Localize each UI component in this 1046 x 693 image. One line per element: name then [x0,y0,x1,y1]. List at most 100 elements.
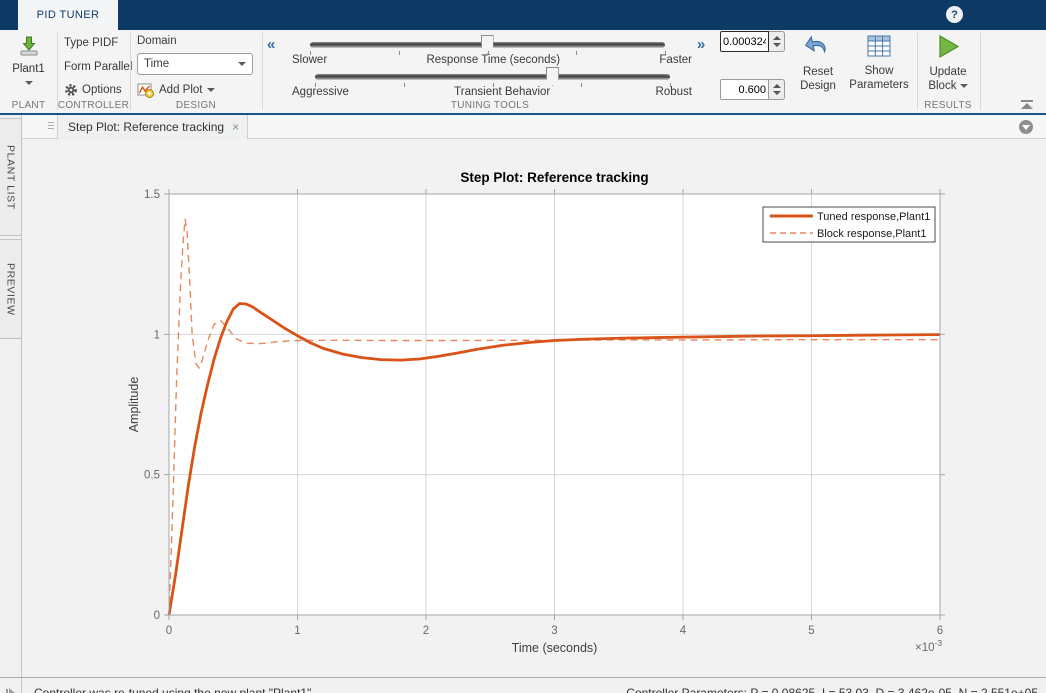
response-time-stepper[interactable] [769,31,785,52]
legend-entry-label: Block response,Plant1 [817,228,926,240]
expand-panel-icon [6,689,8,693]
help-button[interactable]: ? [946,6,963,23]
show-parameters-label-2: Parameters [845,78,913,92]
show-parameters-label-1: Show [845,64,913,78]
figure-tab-strip: Step Plot: Reference tracking × [22,115,1046,139]
update-block-caret [960,84,968,88]
plant-button-label: Plant1 [0,63,57,75]
y-axis-label: Amplitude [127,377,141,433]
tab-strip-grip[interactable] [48,122,54,131]
document-area: PLANT LIST PREVIEW Step Plot: Reference … [0,115,1046,677]
response-time-slider[interactable] [310,42,665,48]
stepper-up-icon[interactable] [773,36,781,40]
separator [917,33,918,110]
group-label-results: RESULTS [917,100,979,111]
toolstrip: Plant1 PLANT Type PIDF Form Parallel Opt… [0,30,1046,115]
expand-status-panel-button[interactable] [0,678,22,693]
domain-label: Domain [137,35,177,47]
add-plot-icon [137,83,154,98]
stepper-down-icon[interactable] [773,43,781,47]
update-block-label-2: Block [919,79,977,93]
add-plot-button[interactable]: Add Plot [137,82,215,98]
x-tick-label: 3 [551,625,557,637]
update-block-label-1: Update [919,65,977,79]
response-time-labels: Slower Response Time (seconds) Faster [292,54,692,66]
tab-step-plot-label: Step Plot: Reference tracking [68,120,224,134]
separator [262,33,263,110]
minimize-toolstrip-button[interactable] [1020,100,1034,111]
tab-pid-tuner[interactable]: PID TUNER [18,0,118,30]
parameters-table-icon [867,35,891,58]
chart-title: Step Plot: Reference tracking [460,170,648,185]
tab-actions-caret-icon [1022,125,1030,130]
reset-design-label-1: Reset [789,65,847,79]
transient-behavior-stepper[interactable] [769,79,785,100]
update-block-button[interactable]: Update Block [919,34,977,93]
step-plot-canvas: 012345600.511.5Step Plot: Reference trac… [22,139,1046,659]
x-tick-label: 5 [808,625,814,637]
tab-step-plot[interactable]: Step Plot: Reference tracking × [57,115,248,139]
title-bar: PID TUNER ? [0,0,1046,30]
slider-label-faster: Faster [659,54,692,66]
add-plot-label: Add Plot [159,84,202,96]
x-tick-label: 4 [680,625,687,637]
slider-label-aggressive: Aggressive [292,86,349,98]
legend-entry-label: Tuned response,Plant1 [817,211,930,223]
controller-type[interactable]: Type PIDF [64,37,118,49]
tuning-collapse-right-icon[interactable]: » [697,36,705,53]
reset-design-button[interactable]: Reset Design [789,35,847,93]
transient-behavior-slider[interactable] [315,74,670,80]
tab-pid-tuner-label: PID TUNER [37,9,100,21]
group-label-design: DESIGN [130,100,262,111]
x-axis-multiplier: ×10-3 [915,638,942,654]
stepper-down-icon[interactable] [773,91,781,95]
tuning-collapse-left-icon[interactable]: « [267,36,275,53]
plant-import-icon [17,34,41,58]
x-tick-label: 6 [937,625,943,637]
reset-undo-icon [805,35,831,59]
slider-label-transient-behavior: Transient Behavior [454,86,550,98]
plant-list-label: PLANT LIST [5,145,17,210]
update-block-play-icon [935,34,961,59]
sidebar-item-preview[interactable]: PREVIEW [0,239,22,339]
x-tick-label: 1 [294,625,300,637]
left-panel-rail: PLANT LIST PREVIEW [0,115,22,677]
separator [57,33,58,110]
domain-value: Time [144,58,169,70]
tab-actions-button[interactable] [1019,120,1033,134]
stepper-up-icon[interactable] [773,84,781,88]
figure-area: 012345600.511.5Step Plot: Reference trac… [22,139,1046,677]
controller-parameters: Controller Parameters: P = 0.08625, I = … [626,686,1046,693]
transient-behavior-value-field[interactable] [720,79,769,100]
response-time-value-field[interactable] [720,31,769,52]
options-button[interactable]: Options [64,82,122,98]
reset-design-label-2: Design [789,79,847,93]
x-tick-label: 2 [423,625,429,637]
tab-close-icon[interactable]: × [232,120,239,134]
sidebar-item-plant-list[interactable]: PLANT LIST [0,118,22,236]
transient-behavior-labels: Aggressive Transient Behavior Robust [292,86,692,98]
plant-dropdown-caret [25,81,33,85]
options-label: Options [82,84,122,96]
x-axis-label: Time (seconds) [512,641,598,655]
response-time-spinner [720,31,785,52]
help-icon: ? [951,9,958,21]
add-plot-caret [207,88,215,92]
group-label-plant: PLANT [0,100,57,111]
show-parameters-button[interactable]: Show Parameters [845,35,913,92]
y-tick-label: 1 [154,329,160,341]
gear-icon [64,83,78,97]
slider-label-response-time: Response Time (seconds) [426,54,560,66]
y-tick-label: 1.5 [144,189,160,201]
group-label-controller: CONTROLLER [57,100,130,111]
slider-label-slower: Slower [292,54,327,66]
domain-select[interactable]: Time [137,53,253,75]
preview-label: PREVIEW [5,263,17,316]
separator [130,33,131,110]
slider-label-robust: Robust [656,86,692,98]
plant-button[interactable]: Plant1 [0,34,57,87]
domain-caret-icon [238,62,246,66]
controller-form[interactable]: Form Parallel [64,61,132,73]
status-message: Controller was re-tuned using the new pl… [34,686,311,693]
status-bar: Controller was re-tuned using the new pl… [0,677,1046,693]
